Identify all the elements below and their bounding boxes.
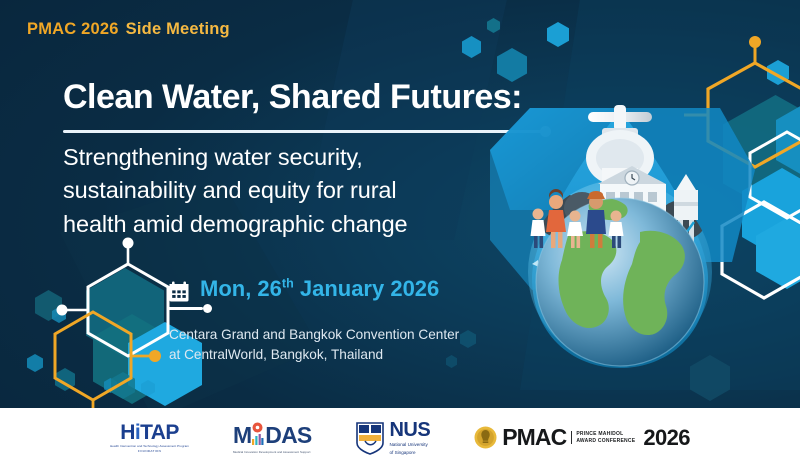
venue-line: Centara Grand and Bangkok Convention Cen… <box>169 327 460 342</box>
subtitle-line: Strengthening water security, <box>63 144 363 170</box>
title-divider <box>63 130 545 133</box>
water-drop-globe-illustration: SCHOOL <box>470 50 760 410</box>
hitap-logo-prefix: H <box>120 420 135 444</box>
nus-logo-subline-2: of Singapore <box>389 449 416 455</box>
event-date-ordinal: th <box>281 276 294 291</box>
hitap-logo-wordmark: HiTAP <box>120 420 179 444</box>
calendar-icon <box>167 280 191 304</box>
pmac-logo-subtitle: PRINCE MAHIDOL AWARD CONFERENCE <box>571 431 635 444</box>
event-date: Mon, 26th January 2026 <box>200 276 439 302</box>
decorative-hexagon <box>487 18 500 33</box>
kicker: PMAC 2026 Side Meeting <box>27 20 230 39</box>
pmac-logo-subline-1: PRINCE MAHIDOL <box>576 431 624 438</box>
decorative-hexagon <box>690 355 730 401</box>
venue-line: at CentralWorld, Bangkok, Thailand <box>169 347 384 363</box>
midas-logo: M DAS Medical Innovation Development and… <box>233 422 312 454</box>
nus-logo: NUS National University of Singapore <box>355 420 431 456</box>
kicker-secondary: Side Meeting <box>125 20 230 38</box>
people-group <box>530 189 624 248</box>
event-date-suffix: January 2026 <box>299 276 440 301</box>
event-date-prefix: Mon, 26 <box>200 276 282 301</box>
hitap-logo-tagline-2: FOUNDATION <box>137 449 162 454</box>
hitap-logo-dot: i <box>134 420 141 444</box>
date-accent-line <box>167 304 212 313</box>
decorative-hexagon <box>460 330 476 348</box>
decorative-hexagon <box>547 22 569 47</box>
pmac-emblem-icon <box>474 426 497 449</box>
decorative-hexagon <box>446 355 457 368</box>
nus-logo-text: NUS National University of Singapore <box>389 420 430 456</box>
page-title: Clean Water, Shared Futures: <box>63 78 522 116</box>
event-venue: Centara Grand and Bangkok Convention Cen… <box>169 325 459 366</box>
hitap-logo-tagline: Health Intervention and Technology Asses… <box>110 443 189 448</box>
subtitle-line: health amid demographic change <box>63 210 408 237</box>
pmac-logo-year: 2026 <box>643 424 690 450</box>
subtitle-line: sustainability and equity for rural <box>63 177 397 204</box>
midas-logo-tagline: Medical Innovation Development and Asses… <box>232 449 311 454</box>
midas-logo-suffix: DAS <box>265 421 312 448</box>
nus-logo-wordmark: NUS <box>389 418 431 441</box>
decorative-hexagon-outline <box>744 128 800 226</box>
kicker-primary: PMAC 2026 <box>27 20 119 38</box>
pmac-logo-subline-2: AWARD CONFERENCE <box>576 437 636 444</box>
pmac-logo-wordmark: PMAC <box>502 424 567 450</box>
page-subtitle: Strengthening water security, sustainabi… <box>63 141 533 241</box>
hitap-logo-suffix: TAP <box>140 420 179 444</box>
pmac-logo: PMAC PRINCE MAHIDOL AWARD CONFERENCE 202… <box>474 425 690 451</box>
midas-logo-prefix: M <box>232 421 252 448</box>
decorative-hexagon <box>462 36 481 58</box>
footer-logo-bar: HiTAP Health Intervention and Technology… <box>0 408 800 467</box>
decorative-hexagon <box>141 380 155 396</box>
hitap-logo: HiTAP Health Intervention and Technology… <box>110 422 189 454</box>
midas-location-pin-icon <box>252 422 264 445</box>
nus-crest-icon <box>356 421 385 455</box>
nus-logo-subline-1: National University <box>389 441 428 447</box>
midas-logo-wordmark: M DAS <box>233 422 312 447</box>
decorative-hexagon <box>27 354 43 372</box>
decorative-hexagon-outline <box>56 237 176 368</box>
